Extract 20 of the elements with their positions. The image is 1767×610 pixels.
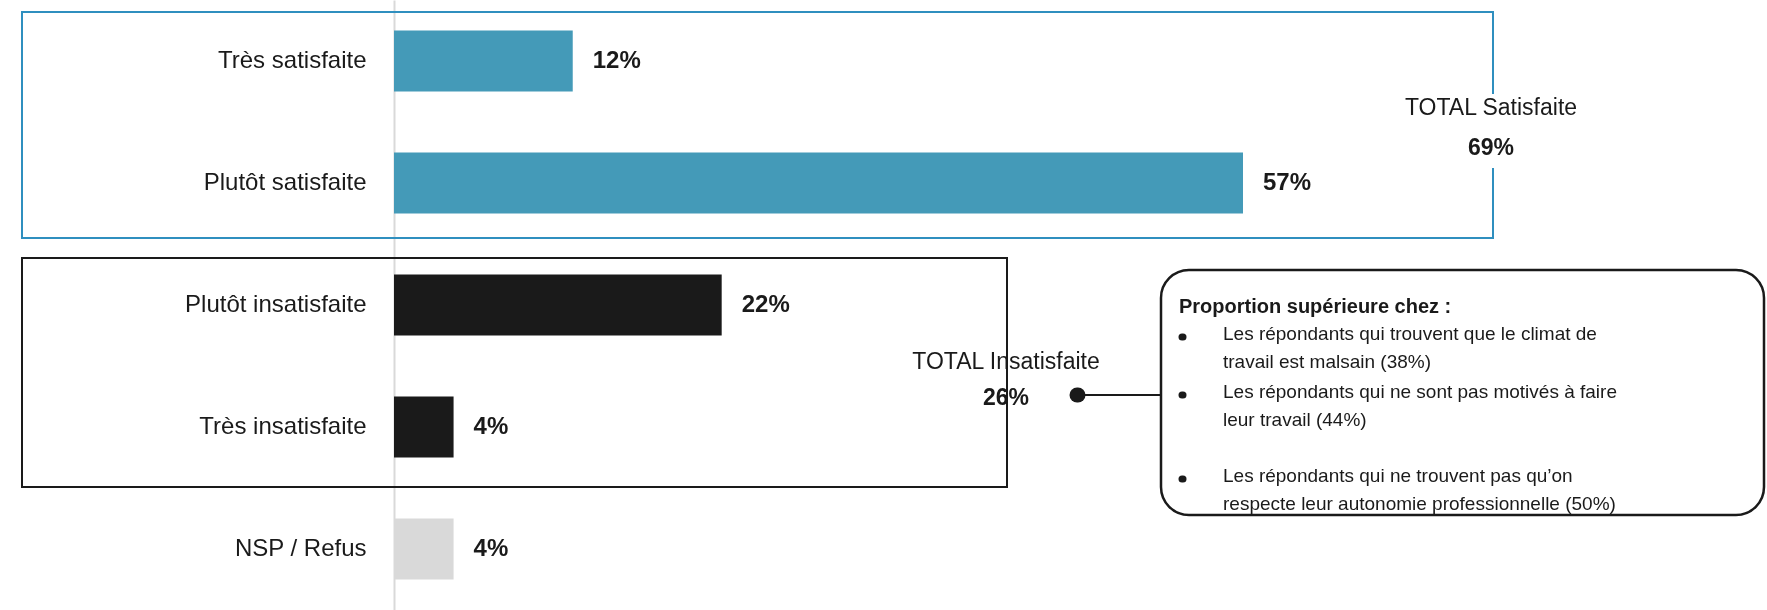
- data-label: 4%: [473, 534, 509, 561]
- y-tick-label: Plutôt satisfaite: [203, 168, 367, 195]
- data-label: 22%: [741, 290, 790, 317]
- data-label: 12%: [592, 46, 641, 73]
- annotation: Les répondants qui ne trouvent pas qu’on respecte leur autonomie professionnelle (50%): [1223, 465, 1616, 514]
- y-tick-label: Très insatisfaite: [199, 412, 367, 439]
- data-label: 57%: [1263, 168, 1312, 195]
- annotation: Les répondants qui ne sont pas motivés à faire leur travail (44%): [1223, 381, 1617, 430]
- text: TOTAL Satisfaite: [1404, 94, 1578, 120]
- bar: [394, 274, 722, 336]
- y-tick-label: NSP / Refus: [234, 534, 367, 561]
- bar: [394, 396, 454, 458]
- annotation: Les répondants qui trouvent que le climat de travail est malsain (38%): [1223, 323, 1597, 372]
- y-tick-label: Plutôt insatisfaite: [185, 290, 367, 317]
- text: 69%: [1467, 134, 1515, 160]
- annotation: Proportion supérieure chez :: [1179, 295, 1452, 317]
- bar: [394, 152, 1243, 214]
- y-tick-label: Très satisfaite: [218, 46, 367, 73]
- bar: [394, 30, 573, 92]
- data-label: 4%: [473, 412, 509, 439]
